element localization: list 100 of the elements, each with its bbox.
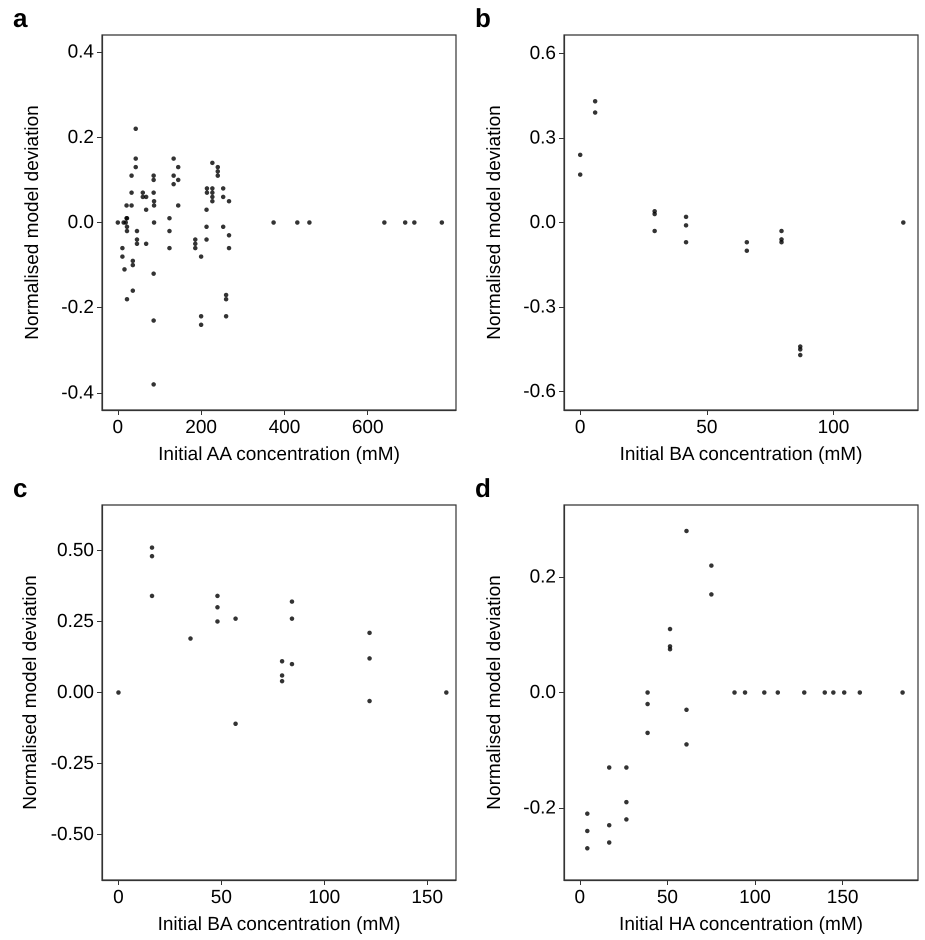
point xyxy=(732,690,737,695)
x-tick-label: 0 xyxy=(113,887,124,908)
point xyxy=(592,110,598,115)
point xyxy=(684,214,688,220)
x-tick-label: 600 xyxy=(352,417,384,438)
x-tick-label: 100 xyxy=(739,887,771,908)
point xyxy=(802,690,807,695)
y-axis-title: Normalised model deviation xyxy=(22,105,43,340)
point xyxy=(606,822,612,828)
x-tick-label: 200 xyxy=(185,417,217,438)
point xyxy=(645,730,650,736)
point xyxy=(900,690,905,695)
point xyxy=(684,708,689,712)
point xyxy=(798,347,803,352)
point xyxy=(606,765,612,770)
x-tick-label: 150 xyxy=(826,887,858,908)
point xyxy=(742,690,748,695)
point xyxy=(280,678,284,684)
point xyxy=(624,817,629,822)
point xyxy=(668,626,672,632)
y-tick-label: 0.2 xyxy=(530,566,556,588)
y-tick-label: -0.6 xyxy=(523,381,556,402)
point xyxy=(150,554,154,558)
point xyxy=(150,594,154,598)
x-tick-label: 50 xyxy=(696,417,718,438)
point xyxy=(668,646,672,652)
chart-title: a xyxy=(13,3,28,33)
point xyxy=(798,352,803,358)
y-tick-label: 0.4 xyxy=(68,42,94,63)
y-axis-title: Normalised model deviation xyxy=(20,575,41,810)
x-axis-title: Initial HA concentration (mM) xyxy=(619,914,863,935)
point xyxy=(290,616,294,621)
y-tick-label: 0.0 xyxy=(530,212,556,233)
point xyxy=(116,690,121,695)
point xyxy=(233,616,238,621)
y-tick-label: 0.3 xyxy=(530,127,556,148)
chart-title: c xyxy=(13,473,28,503)
y-tick-label: -0.3 xyxy=(523,296,556,318)
y-tick-label: -0.50 xyxy=(50,824,94,846)
point xyxy=(444,690,449,695)
point xyxy=(652,212,657,216)
point xyxy=(709,592,714,597)
x-axis-title: Initial BA concentration (mM) xyxy=(620,444,862,465)
x-tick-label: 400 xyxy=(268,417,300,438)
point xyxy=(901,220,906,225)
point xyxy=(709,563,714,568)
point xyxy=(290,599,294,604)
point xyxy=(624,800,629,804)
point xyxy=(606,840,612,845)
y-tick-label: -0.2 xyxy=(61,297,94,318)
point xyxy=(188,636,193,641)
chart-title: d xyxy=(475,473,491,503)
point xyxy=(215,605,220,610)
point xyxy=(779,240,784,244)
point xyxy=(215,594,220,598)
point xyxy=(624,765,629,770)
point xyxy=(831,690,836,695)
point xyxy=(684,528,689,534)
point xyxy=(367,656,372,661)
point xyxy=(762,690,767,695)
x-axis-title: Initial AA concentration (mM) xyxy=(158,444,400,465)
x-tick-label: 150 xyxy=(411,887,444,908)
point xyxy=(744,248,750,253)
point xyxy=(645,702,650,706)
x-tick-label: 0 xyxy=(574,887,586,908)
point xyxy=(684,742,689,747)
x-tick-label: 100 xyxy=(818,417,850,438)
y-tick-label: -0.25 xyxy=(50,753,94,774)
point xyxy=(776,690,780,695)
y-axis-title: Normalised model deviation xyxy=(484,105,505,340)
point xyxy=(578,152,582,158)
point xyxy=(585,846,590,851)
y-axis-title: Normalised model deviation xyxy=(484,575,505,810)
point xyxy=(290,662,294,666)
point xyxy=(585,811,590,816)
y-tick-label: 0.00 xyxy=(57,682,94,703)
point xyxy=(215,619,220,624)
point xyxy=(652,228,657,234)
point xyxy=(645,690,650,695)
x-tick-label: 0 xyxy=(112,417,124,438)
x-tick-label: 50 xyxy=(210,887,232,908)
x-axis-title: Initial BA concentration (mM) xyxy=(158,914,400,935)
point xyxy=(842,690,846,695)
y-tick-label: 0.2 xyxy=(68,126,94,148)
point xyxy=(592,99,598,104)
point xyxy=(684,223,688,228)
y-tick-label: -0.2 xyxy=(523,797,556,818)
x-tick-label: 50 xyxy=(656,887,678,908)
x-tick-label: 100 xyxy=(308,887,340,908)
point xyxy=(744,240,750,244)
point xyxy=(280,673,284,678)
point xyxy=(578,172,582,177)
point xyxy=(233,722,238,726)
point xyxy=(150,545,154,550)
x-tick-label: 0 xyxy=(574,417,586,438)
point xyxy=(367,630,372,636)
y-tick-label: 0.0 xyxy=(530,682,556,703)
y-tick-label: -0.4 xyxy=(61,382,94,404)
chart-title: b xyxy=(475,3,491,33)
point xyxy=(367,698,372,704)
